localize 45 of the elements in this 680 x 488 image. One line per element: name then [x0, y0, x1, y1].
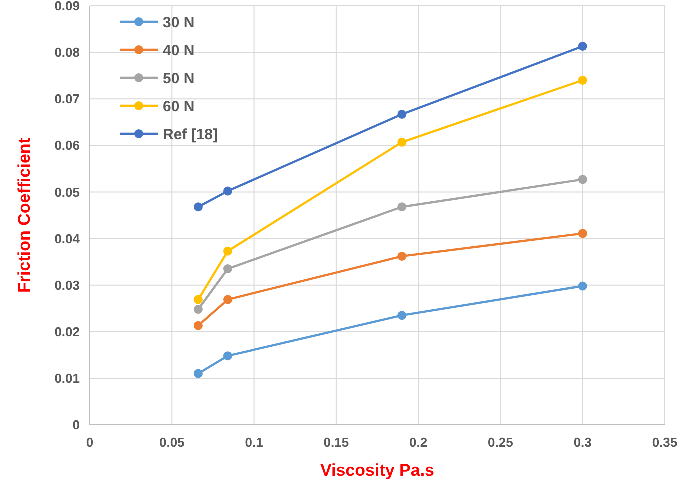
point — [224, 264, 232, 274]
y-tick-label: 0.08 — [54, 45, 80, 60]
legend-label: 60 N — [163, 98, 195, 116]
point — [398, 110, 407, 119]
y-tick-label: 0.02 — [54, 324, 80, 340]
point — [194, 295, 203, 304]
legend-label: 50 N — [163, 70, 195, 88]
point — [224, 246, 232, 256]
point — [398, 202, 407, 212]
y-tick-label: 0.06 — [54, 138, 80, 154]
point — [224, 295, 232, 304]
x-tick-label: 0.15 — [324, 435, 350, 450]
y-tick-label: 0.05 — [54, 184, 80, 200]
x-tick-label: 0.2 — [410, 435, 428, 450]
x-tick-label: 0.3 — [574, 435, 592, 450]
point — [224, 352, 232, 361]
x-tick-label: 0.1 — [245, 435, 264, 450]
x-tick-label: 0.35 — [652, 435, 678, 450]
x-tick-label: 0.05 — [159, 435, 185, 450]
legend-label: 40 N — [163, 42, 195, 60]
point — [398, 138, 407, 147]
point — [578, 42, 588, 52]
y-axis-title: Friction Coefficient — [15, 138, 34, 293]
legend-label: 30 N — [163, 14, 195, 32]
point — [578, 76, 588, 85]
y-tick-label: 0.01 — [54, 370, 80, 386]
legend-label: Ref [18] — [163, 126, 218, 144]
y-tick-label: 0 — [72, 418, 80, 433]
point — [194, 305, 203, 314]
point — [398, 252, 407, 261]
x-axis-title: Viscosity Pa.s — [320, 461, 435, 480]
y-tick-label: 0.07 — [54, 92, 80, 107]
y-tick-label: 0.03 — [54, 278, 80, 293]
point — [194, 202, 203, 212]
x-tick-label: 0.25 — [488, 435, 514, 450]
point — [398, 311, 407, 320]
point — [224, 186, 232, 196]
point — [578, 175, 588, 184]
point — [578, 282, 588, 291]
point — [194, 369, 203, 378]
point — [578, 229, 588, 238]
point — [194, 321, 203, 330]
x-tick-label: 0 — [86, 435, 94, 450]
y-tick-label: 0.04 — [54, 231, 81, 246]
y-tick-label: 0.09 — [54, 0, 80, 14]
